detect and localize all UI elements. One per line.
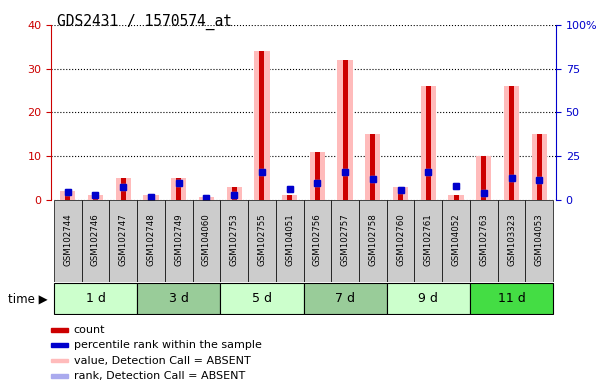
Text: GSM102746: GSM102746 [91,213,100,266]
Bar [282,195,297,200]
Text: GSM104051: GSM104051 [285,213,294,266]
Text: 3 d: 3 d [169,292,189,305]
Bar [51,359,69,362]
Bar [88,195,103,200]
Bar [421,86,436,200]
Text: percentile rank within the sample: percentile rank within the sample [74,340,261,350]
Bar [393,187,408,200]
Bar [537,134,542,200]
Bar [504,86,519,200]
Text: GSM102763: GSM102763 [480,213,488,266]
Bar [448,195,464,200]
Bar [192,200,221,282]
Bar [386,200,415,282]
Text: GSM102758: GSM102758 [368,213,377,266]
Bar [171,178,186,200]
Text: GSM102753: GSM102753 [230,213,239,266]
Bar [115,178,131,200]
Bar [454,195,459,200]
Bar [254,51,269,200]
Bar [398,187,403,200]
Text: 9 d: 9 d [418,292,438,305]
Bar [509,86,514,200]
Text: GDS2431 / 1570574_at: GDS2431 / 1570574_at [57,13,232,30]
Bar [470,200,498,282]
Text: GSM103323: GSM103323 [507,213,516,266]
Bar [304,283,386,314]
Bar [248,200,276,282]
Text: 5 d: 5 d [252,292,272,305]
Text: GSM102747: GSM102747 [119,213,127,266]
Bar [338,60,353,200]
Bar [176,178,181,200]
Bar [221,200,248,282]
Bar [121,178,126,200]
Bar [227,187,242,200]
Bar [82,200,109,282]
Bar [66,191,70,200]
Bar [109,200,137,282]
Bar [310,152,325,200]
Text: GSM102756: GSM102756 [313,213,322,266]
Bar [442,200,470,282]
Bar [137,283,221,314]
Bar [315,152,320,200]
Text: count: count [74,325,105,335]
Bar [231,187,237,200]
Bar [260,51,264,200]
Bar [525,200,553,282]
Text: GSM104060: GSM104060 [202,213,211,266]
Bar [287,195,292,200]
Text: GSM104053: GSM104053 [535,213,544,266]
Bar [365,134,380,200]
Text: GSM102748: GSM102748 [147,213,156,266]
Bar [165,200,192,282]
Text: GSM102755: GSM102755 [257,213,266,266]
Bar [359,200,386,282]
Bar [470,283,553,314]
Bar [415,200,442,282]
Bar [93,195,98,200]
Text: GSM104052: GSM104052 [451,213,460,266]
Bar [51,374,69,378]
Bar [148,195,153,200]
Bar [51,328,69,332]
Text: GSM102749: GSM102749 [174,213,183,266]
Bar [331,200,359,282]
Bar [143,195,159,200]
Bar [481,156,486,200]
Bar [204,197,209,200]
Bar [532,134,547,200]
Bar [304,200,331,282]
Bar [343,60,347,200]
Bar [370,134,376,200]
Bar [426,86,431,200]
Text: rank, Detection Call = ABSENT: rank, Detection Call = ABSENT [74,371,245,381]
Text: time ▶: time ▶ [8,292,48,305]
Bar [60,191,75,200]
Text: 1 d: 1 d [85,292,105,305]
Text: 11 d: 11 d [498,292,525,305]
Text: GSM102761: GSM102761 [424,213,433,266]
Text: GSM102760: GSM102760 [396,213,405,266]
Bar [276,200,304,282]
Bar [54,200,82,282]
Bar [476,156,492,200]
Text: GSM102744: GSM102744 [63,213,72,266]
Bar [386,283,470,314]
Bar [199,197,214,200]
Bar [51,343,69,347]
Bar [137,200,165,282]
Bar [498,200,525,282]
Text: GSM102757: GSM102757 [341,213,350,266]
Bar [221,283,304,314]
Text: value, Detection Call = ABSENT: value, Detection Call = ABSENT [74,356,251,366]
Text: 7 d: 7 d [335,292,355,305]
Bar [54,283,137,314]
